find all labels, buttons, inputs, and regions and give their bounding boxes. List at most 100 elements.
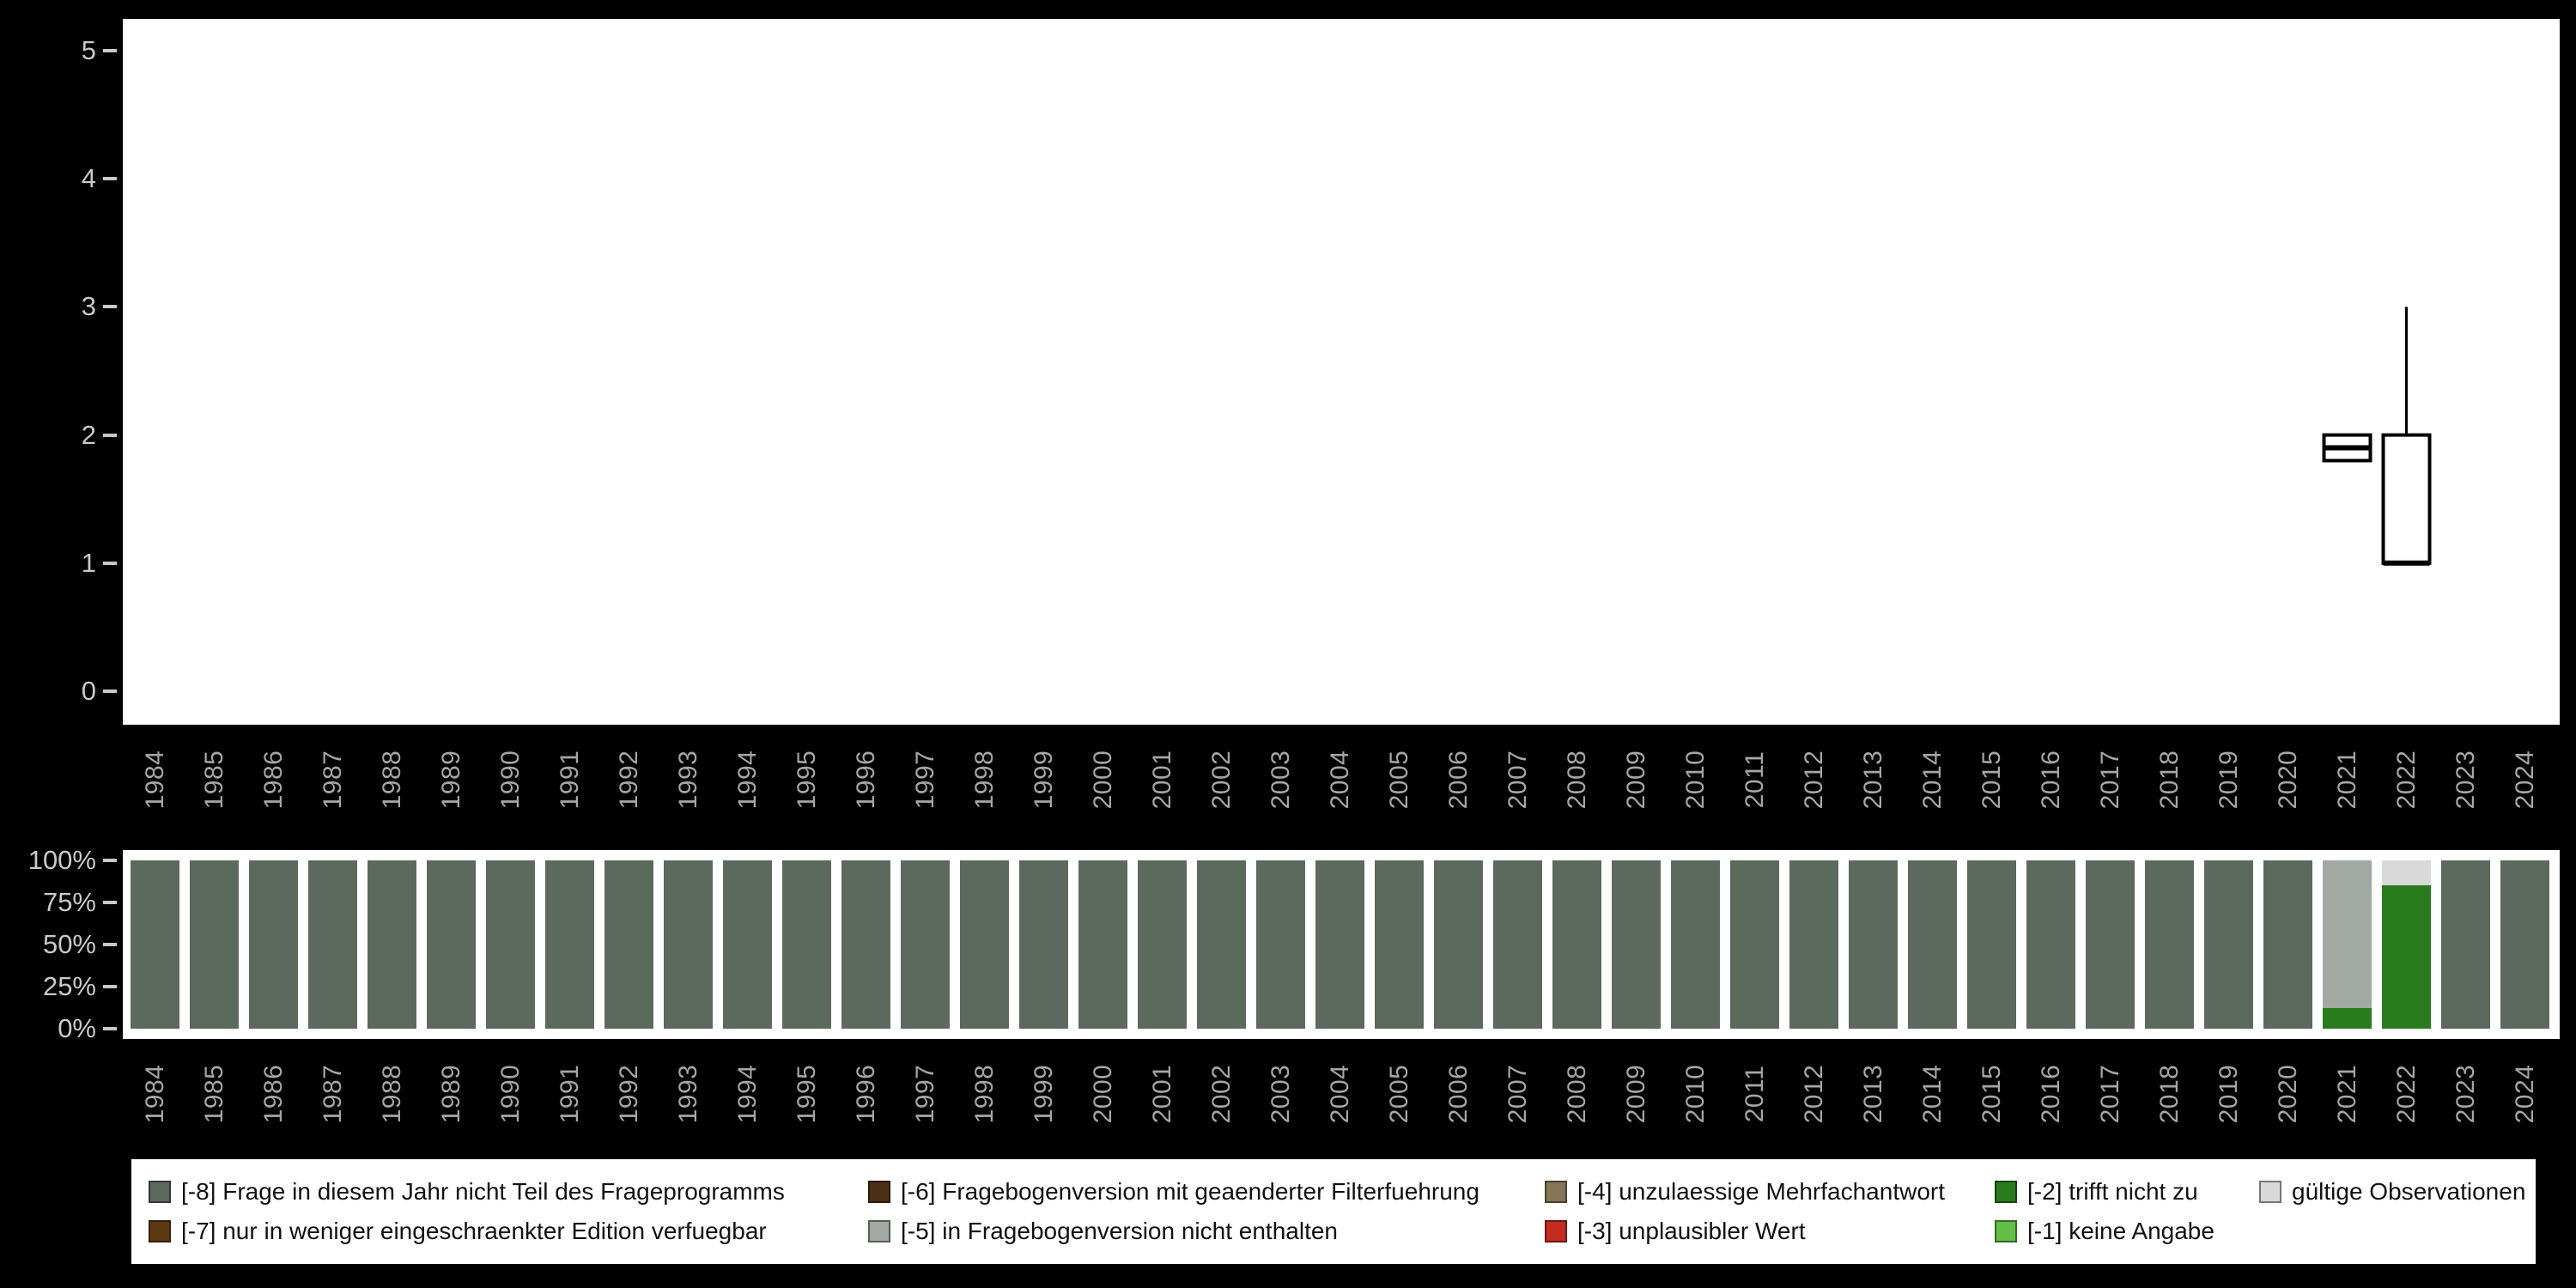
bar-segment--8 [1256, 860, 1305, 1029]
year-label-1986: 1986 [258, 1064, 288, 1124]
year-label-1998: 1998 [969, 1064, 999, 1124]
bar-segment--8 [1315, 860, 1364, 1029]
year-slot: 2023 [2436, 732, 2495, 828]
stacked-bar-2024 [2500, 860, 2549, 1029]
year-slot: 1994 [718, 1046, 777, 1142]
legend-label--6: [-6] Fragebogenversion mit geaenderter F… [901, 1178, 1479, 1205]
bar-segment--8 [1908, 860, 1957, 1029]
bar-segment--8 [2086, 860, 2135, 1029]
year-slot: 2024 [2495, 732, 2555, 828]
year-slot: 1996 [836, 1046, 896, 1142]
legend-swatch--8 [149, 1181, 171, 1203]
legend-item--5: [-5] in Fragebogenversion nicht enthalte… [868, 1218, 1545, 1245]
legend-swatch--1 [1995, 1220, 2017, 1242]
year-label-2006: 2006 [1443, 750, 1473, 810]
year-label-2016: 2016 [2036, 1064, 2065, 1124]
year-label-1990: 1990 [495, 1064, 525, 1124]
legend-swatch-valid [2259, 1181, 2281, 1203]
boxplot-panel [123, 19, 2560, 725]
bottom-y-tick-label: 50% [42, 929, 96, 959]
stacked-bar-1984 [131, 860, 179, 1029]
year-label-2008: 2008 [1562, 750, 1591, 810]
year-label-2019: 2019 [2214, 750, 2243, 810]
year-label-2021: 2021 [2332, 750, 2361, 810]
bar-segment--8 [1434, 860, 1483, 1029]
year-slot: 1994 [718, 732, 777, 828]
year-label-1993: 1993 [673, 750, 702, 810]
year-slot: 2022 [2377, 1046, 2436, 1142]
year-label-1988: 1988 [377, 1064, 406, 1124]
bar-segment--8 [723, 860, 772, 1029]
year-slot: 2003 [1251, 732, 1310, 828]
year-slot: 1996 [836, 732, 896, 828]
year-label-1988: 1988 [377, 750, 406, 810]
legend-item-valid: gültige Observationen [2259, 1178, 2536, 1206]
bar-segment--8 [131, 860, 179, 1029]
stacked-bar-1985 [190, 860, 239, 1029]
bar-segment--8 [1730, 860, 1779, 1029]
year-slot: 1999 [1014, 732, 1073, 828]
year-label-2002: 2002 [1206, 1064, 1236, 1124]
year-slot: 2017 [2081, 1046, 2140, 1142]
top-y-tick-label: 0 [81, 676, 96, 706]
year-label-2015: 2015 [1977, 750, 2006, 810]
stacked-bar-2003 [1256, 860, 1305, 1029]
bottom-y-tick-label: 0% [58, 1013, 96, 1043]
year-label-2022: 2022 [2391, 1064, 2421, 1124]
bar-segment--8 [1138, 860, 1187, 1029]
year-slot: 1991 [540, 732, 599, 828]
year-slot: 2007 [1488, 1046, 1547, 1142]
boxplot-box [2381, 433, 2432, 565]
year-label-2011: 2011 [1740, 750, 1769, 809]
year-slot: 1985 [185, 1046, 244, 1142]
year-label-2014: 2014 [1917, 1064, 1947, 1124]
stacked-bar-1997 [901, 860, 950, 1029]
year-label-2012: 2012 [1799, 750, 1828, 810]
year-slot: 2014 [1903, 1046, 1962, 1142]
bar-segment--8 [2204, 860, 2253, 1029]
legend-item--6: [-6] Fragebogenversion mit geaenderter F… [868, 1178, 1545, 1206]
year-slot: 2000 [1073, 1046, 1133, 1142]
year-slot: 1992 [599, 1046, 659, 1142]
year-slot: 2013 [1844, 732, 1903, 828]
stacked-bar-2005 [1375, 860, 1424, 1029]
legend-item--1: [-1] keine Angabe [1995, 1218, 2259, 1245]
year-label-1991: 1991 [555, 750, 584, 810]
bar-segment--8 [249, 860, 298, 1029]
year-slot: 1990 [481, 1046, 540, 1142]
year-label-1992: 1992 [614, 1064, 643, 1124]
year-slot: 2004 [1310, 1046, 1370, 1142]
year-slot: 1998 [955, 732, 1014, 828]
legend-swatch--6 [868, 1181, 890, 1203]
top-y-tick-label: 4 [81, 163, 96, 194]
legend-swatch--2 [1995, 1181, 2017, 1203]
boxplot-svg [2322, 307, 2432, 566]
legend-item--8: [-8] Frage in diesem Jahr nicht Teil des… [149, 1178, 868, 1206]
year-label-1987: 1987 [318, 750, 347, 810]
stacked-bar-2008 [1552, 860, 1601, 1029]
year-slot: 1992 [599, 732, 659, 828]
top-y-tick-mark [103, 49, 117, 52]
bar-segment--8 [2145, 860, 2194, 1029]
year-label-2020: 2020 [2273, 1064, 2302, 1124]
year-slot: 2015 [1962, 732, 2021, 828]
stacked-bar-2018 [2145, 860, 2194, 1029]
bar-segment--8 [1967, 860, 2016, 1029]
year-label-2005: 2005 [1384, 750, 1413, 810]
stacked-bar-1998 [960, 860, 1009, 1029]
stacked-bar-1992 [605, 860, 653, 1029]
year-label-2000: 2000 [1088, 1064, 1117, 1124]
year-slot: 2007 [1488, 732, 1547, 828]
stacked-bar-2017 [2086, 860, 2135, 1029]
year-label-2015: 2015 [1977, 1064, 2006, 1124]
top-y-tick-label: 3 [81, 291, 96, 322]
bar-segment--8 [782, 860, 831, 1029]
year-slot: 2014 [1903, 732, 1962, 828]
bar-segment--8 [1078, 860, 1127, 1029]
stacked-bar-2016 [2026, 860, 2075, 1029]
year-label-2018: 2018 [2154, 1064, 2184, 1124]
year-slot: 2008 [1547, 732, 1607, 828]
stacked-bar-2011 [1730, 860, 1779, 1029]
year-slot: 1997 [896, 732, 955, 828]
legend-item--4: [-4] unzulaessige Mehrfachantwort [1545, 1178, 1995, 1206]
